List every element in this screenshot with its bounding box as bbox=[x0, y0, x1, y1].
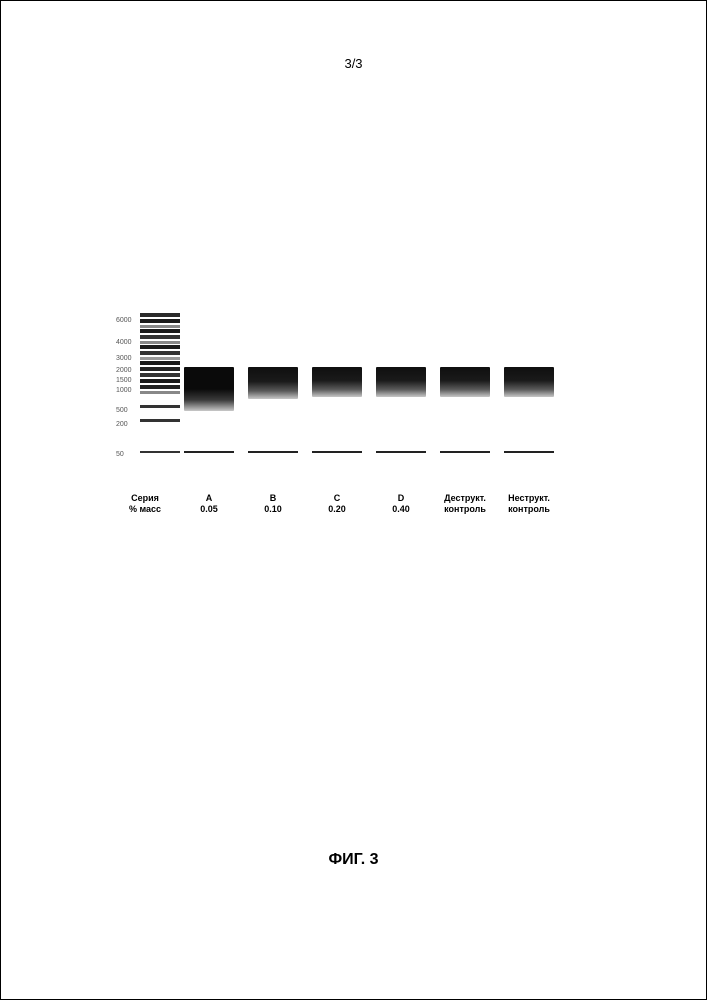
ladder-band bbox=[140, 357, 180, 360]
ladder-label-line2: % масс bbox=[116, 504, 174, 515]
ladder-band bbox=[140, 341, 180, 344]
lane-label-C: C0.20 bbox=[308, 493, 366, 516]
ladder-band bbox=[140, 385, 180, 389]
lane-label-D: D0.40 bbox=[372, 493, 430, 516]
ladder-band bbox=[140, 361, 180, 365]
lane-bottom-line bbox=[440, 451, 490, 453]
ladder-marker-label: 1000 bbox=[116, 387, 132, 394]
ladder-marker-label: 50 bbox=[116, 451, 124, 458]
ladder-marker-label: 1500 bbox=[116, 377, 132, 384]
ladder-band bbox=[140, 329, 180, 333]
lane-label-line1: A bbox=[180, 493, 238, 504]
lane-bottom-line bbox=[376, 451, 426, 453]
lane-bottom-line bbox=[504, 451, 554, 453]
ladder-band bbox=[140, 313, 180, 317]
lane-bottom-line bbox=[184, 451, 234, 453]
ladder-marker-label: 500 bbox=[116, 407, 128, 414]
lane-label-line1: Деструкт. bbox=[436, 493, 494, 504]
ladder-marker-label: 4000 bbox=[116, 339, 132, 346]
sample-band bbox=[184, 367, 234, 411]
ladder-marker-label: 3000 bbox=[116, 355, 132, 362]
ladder-bands bbox=[140, 311, 180, 471]
sample-lane-destruct bbox=[436, 311, 494, 471]
ladder-marker-label: 200 bbox=[116, 421, 128, 428]
ladder-band bbox=[140, 379, 180, 383]
ladder-band bbox=[140, 351, 180, 355]
sample-lane-D bbox=[372, 311, 430, 471]
ladder-band bbox=[140, 367, 180, 371]
ladder-band bbox=[140, 373, 180, 377]
lane-label-A: A0.05 bbox=[180, 493, 238, 516]
lane-label-line2: контроль bbox=[436, 504, 494, 515]
ladder-label-line1: Серия bbox=[116, 493, 174, 504]
lane-label-line1: Неструкт. bbox=[500, 493, 558, 504]
lane-bottom-line bbox=[312, 451, 362, 453]
lane-label-line2: 0.10 bbox=[244, 504, 302, 515]
gel-lanes: 6000 4000 3000 2000 1500 1000 500 200 50 bbox=[116, 311, 596, 471]
lane-label-nestruct: Неструкт.контроль bbox=[500, 493, 558, 516]
sample-lane-nestruct bbox=[500, 311, 558, 471]
ladder-band bbox=[140, 391, 180, 394]
page-number: 3/3 bbox=[344, 56, 362, 71]
lane-bottom-line bbox=[248, 451, 298, 453]
ladder-band bbox=[140, 345, 180, 349]
lane-label-line1: B bbox=[244, 493, 302, 504]
sample-lane-B bbox=[244, 311, 302, 471]
sample-lane-C bbox=[308, 311, 366, 471]
ladder-band bbox=[140, 451, 180, 453]
ladder-band bbox=[140, 319, 180, 323]
ladder-lane-label: Серия % масс bbox=[116, 493, 174, 516]
ladder-band bbox=[140, 405, 180, 408]
lane-label-B: B0.10 bbox=[244, 493, 302, 516]
lane-label-destruct: Деструкт.контроль bbox=[436, 493, 494, 516]
lane-label-line1: D bbox=[372, 493, 430, 504]
ladder-band bbox=[140, 325, 180, 328]
ladder-band bbox=[140, 335, 180, 339]
lane-labels-row: Серия % масс A0.05 B0.10 C0.20 D0.40 Деструк… bbox=[116, 493, 596, 516]
ladder-band bbox=[140, 419, 180, 422]
lane-label-line2: 0.20 bbox=[308, 504, 366, 515]
figure-caption: ФИГ. 3 bbox=[328, 851, 378, 869]
ladder-lane: 6000 4000 3000 2000 1500 1000 500 200 50 bbox=[116, 311, 174, 471]
gel-figure: 6000 4000 3000 2000 1500 1000 500 200 50 Серия %… bbox=[116, 311, 596, 516]
sample-band bbox=[440, 367, 490, 397]
lane-label-line1: C bbox=[308, 493, 366, 504]
lane-label-line2: контроль bbox=[500, 504, 558, 515]
sample-band bbox=[248, 367, 298, 399]
ladder-marker-label: 2000 bbox=[116, 367, 132, 374]
lane-label-line2: 0.05 bbox=[180, 504, 238, 515]
sample-band bbox=[504, 367, 554, 397]
sample-band bbox=[376, 367, 426, 397]
lane-label-line2: 0.40 bbox=[372, 504, 430, 515]
ladder-marker-label: 6000 bbox=[116, 317, 132, 324]
sample-lane-A bbox=[180, 311, 238, 471]
sample-band bbox=[312, 367, 362, 397]
